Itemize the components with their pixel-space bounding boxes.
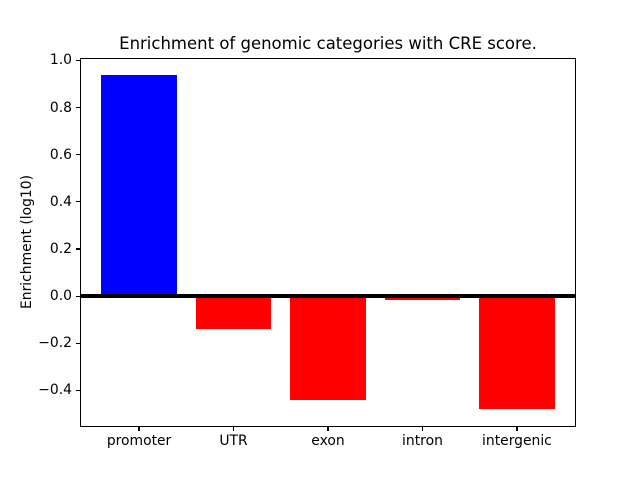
x-tick-label-intergenic: intergenic xyxy=(482,433,552,449)
x-tick-label-UTR: UTR xyxy=(219,433,248,449)
y-tick-mark xyxy=(76,59,80,61)
bar-intron xyxy=(384,296,461,300)
y-tick-mark xyxy=(76,389,80,392)
x-tick-promoter xyxy=(138,427,140,431)
y-tick-label: 1.0 xyxy=(49,52,72,69)
x-tick-label-exon: exon xyxy=(311,433,345,449)
y-tick-label: 0.8 xyxy=(49,99,72,116)
x-tick-exon xyxy=(327,427,329,431)
y-tick-mark xyxy=(76,106,80,109)
y-axis-label: Enrichment (log10) xyxy=(19,174,35,310)
bar-UTR xyxy=(195,296,272,330)
chart-title: Enrichment of genomic categories with CR… xyxy=(119,34,537,53)
y-tick-label: 0.6 xyxy=(49,146,72,163)
y-tick-label: 0.4 xyxy=(49,193,72,210)
y-tick-mark xyxy=(76,342,80,344)
x-tick-intron xyxy=(421,427,424,431)
plot-area: promoter UTR exon intron intergenic 1.0 0.8 0.6… xyxy=(38,52,576,449)
y-tick-label: 0.0 xyxy=(49,288,72,305)
x-tick-intergenic xyxy=(516,427,518,431)
x-tick-label-promoter: promoter xyxy=(106,433,172,449)
y-tick-label: 0.2 xyxy=(49,240,72,257)
bar-promoter xyxy=(101,74,177,297)
y-tick-mark xyxy=(76,201,80,203)
y-tick-mark xyxy=(76,248,80,250)
x-tick-UTR xyxy=(232,427,235,431)
y-tick-mark xyxy=(76,295,80,297)
y-tick-mark xyxy=(76,154,80,156)
y-tick-label: −0.4 xyxy=(38,382,72,399)
bar-exon xyxy=(290,296,366,400)
x-tick-label-intron: intron xyxy=(402,433,443,449)
bar-intergenic xyxy=(479,296,555,410)
zero-line xyxy=(80,294,576,298)
y-tick-label: −0.2 xyxy=(38,335,72,352)
